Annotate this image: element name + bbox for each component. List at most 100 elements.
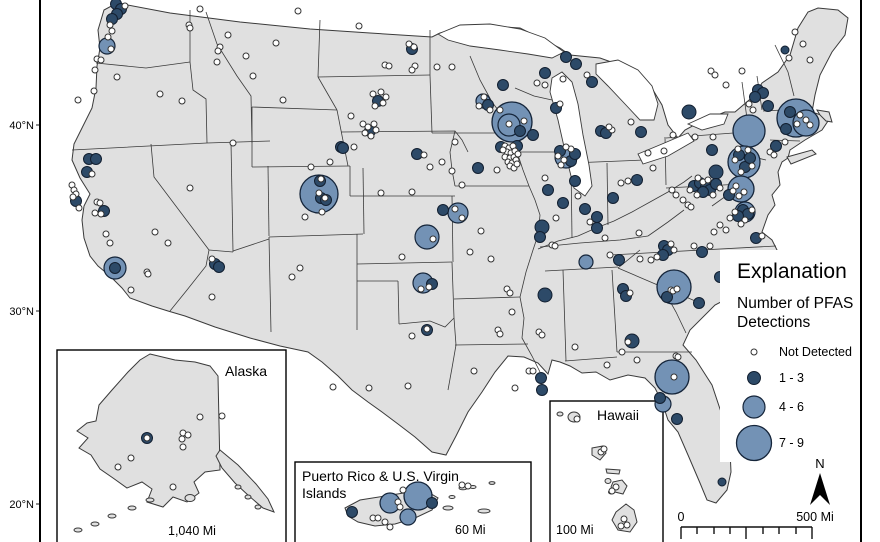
marker-nd [399, 486, 407, 494]
marker-c1 [661, 291, 673, 303]
marker-c1 [591, 222, 603, 234]
legend-label-1-3: 1 - 3 [779, 371, 804, 385]
marker-nd [734, 145, 742, 153]
marker-nd [208, 293, 216, 301]
marker-nd [477, 227, 485, 235]
marker-nd [272, 39, 280, 47]
marker-nd [169, 483, 177, 491]
marker-nd [785, 54, 793, 62]
ak-se-island [244, 494, 252, 500]
marker-nd [686, 186, 694, 194]
marker-nd [317, 175, 325, 183]
marker-nd [379, 99, 387, 107]
legend-subtitle-line2: Detections [737, 314, 810, 331]
hawaii-scale-label: 100 Mi [556, 523, 594, 537]
marker-c1 [784, 106, 796, 118]
marker-nd [608, 487, 616, 495]
marker-nd [690, 242, 698, 250]
marker-c1 [497, 79, 509, 91]
marker-nd [716, 184, 724, 192]
marker-nd [423, 325, 431, 333]
marker-c1 [536, 384, 548, 396]
legend: Explanation Number of PFAS Detections No… [720, 250, 860, 462]
marker-nd [617, 522, 625, 530]
puerto-rico-inset-label-line2: Islands [302, 485, 346, 501]
marker-c1 [213, 261, 225, 273]
marker-nd [164, 239, 172, 247]
marker-nd [487, 255, 495, 263]
marker-nd [296, 264, 304, 272]
marker-nd [151, 228, 159, 236]
marker-nd [496, 106, 504, 114]
marker-c1 [635, 126, 647, 138]
puerto-rico-inset-label-line1: Puerto Rico & U.S. Virgin [302, 468, 459, 484]
marker-nd [369, 90, 377, 98]
marker-nd [307, 163, 315, 171]
marker-c1 [537, 287, 553, 303]
marker-nd [361, 129, 369, 137]
marker-nd [513, 160, 521, 168]
marker-nd [458, 214, 466, 222]
marker-nd [748, 206, 756, 214]
marker-nd [214, 47, 222, 55]
kodiak-island [184, 494, 196, 502]
marker-nd [113, 73, 121, 81]
legend-label-not-detected: Not Detected [779, 345, 852, 359]
legend-subtitle-line1: Number of PFAS [737, 295, 853, 312]
marker-nd [796, 111, 804, 119]
us-outline [71, 2, 849, 504]
marker-nd [448, 63, 456, 71]
marker-nd [554, 152, 562, 160]
marker-nd [178, 97, 186, 105]
alaska-inset-label: Alaska [225, 363, 267, 379]
lat-label-30n: 30°N [9, 306, 34, 318]
alaska-scale-label: 1,040 Mi [168, 524, 216, 538]
marker-nd [508, 308, 516, 316]
marker-nd [505, 120, 513, 128]
marker-nd [731, 208, 739, 216]
marker-nd [91, 209, 99, 217]
marker-nd [709, 133, 717, 141]
marker-c1 [569, 175, 581, 187]
marker-nd [693, 191, 701, 199]
marker-c3 [403, 481, 433, 511]
marker-nd [499, 146, 507, 154]
marker-c1 [744, 152, 756, 164]
marker-nd [716, 221, 724, 229]
hawaii-inset-label: Hawaii [597, 407, 639, 423]
marker-nd [557, 161, 565, 169]
marker-nd [605, 123, 613, 131]
marker-nd [541, 81, 549, 89]
marker-nd [127, 454, 135, 462]
marker-nd [96, 199, 104, 207]
marker-nd [626, 289, 634, 297]
marker-c1 [472, 162, 484, 174]
marker-c1 [586, 76, 598, 88]
marker-nd [315, 189, 323, 197]
marker-nd [143, 434, 151, 442]
marker-nd [398, 253, 406, 261]
marker-nd [102, 230, 110, 238]
marker-nd [672, 191, 680, 199]
aleutian-island [127, 505, 137, 511]
marker-nd [464, 482, 472, 490]
marker-nd [75, 204, 83, 212]
marker-c1 [560, 51, 572, 63]
marker-nd [69, 193, 77, 201]
marker-c1 [426, 497, 438, 509]
marker-nd [740, 188, 748, 196]
marker-c1 [514, 125, 526, 137]
marker-nd [667, 240, 675, 248]
marker-nd [386, 523, 394, 531]
legend-swatch-4-6 [742, 395, 766, 419]
marker-nd [726, 214, 734, 222]
marker-nd [793, 120, 801, 128]
marker-nd [674, 353, 682, 361]
st-croix-island [477, 508, 491, 514]
marker-nd [799, 40, 807, 48]
marker-nd [711, 71, 719, 79]
marker-nd [722, 81, 730, 89]
marker-nd [493, 166, 501, 174]
culebra-island [448, 495, 456, 499]
marker-c1 [613, 254, 625, 266]
